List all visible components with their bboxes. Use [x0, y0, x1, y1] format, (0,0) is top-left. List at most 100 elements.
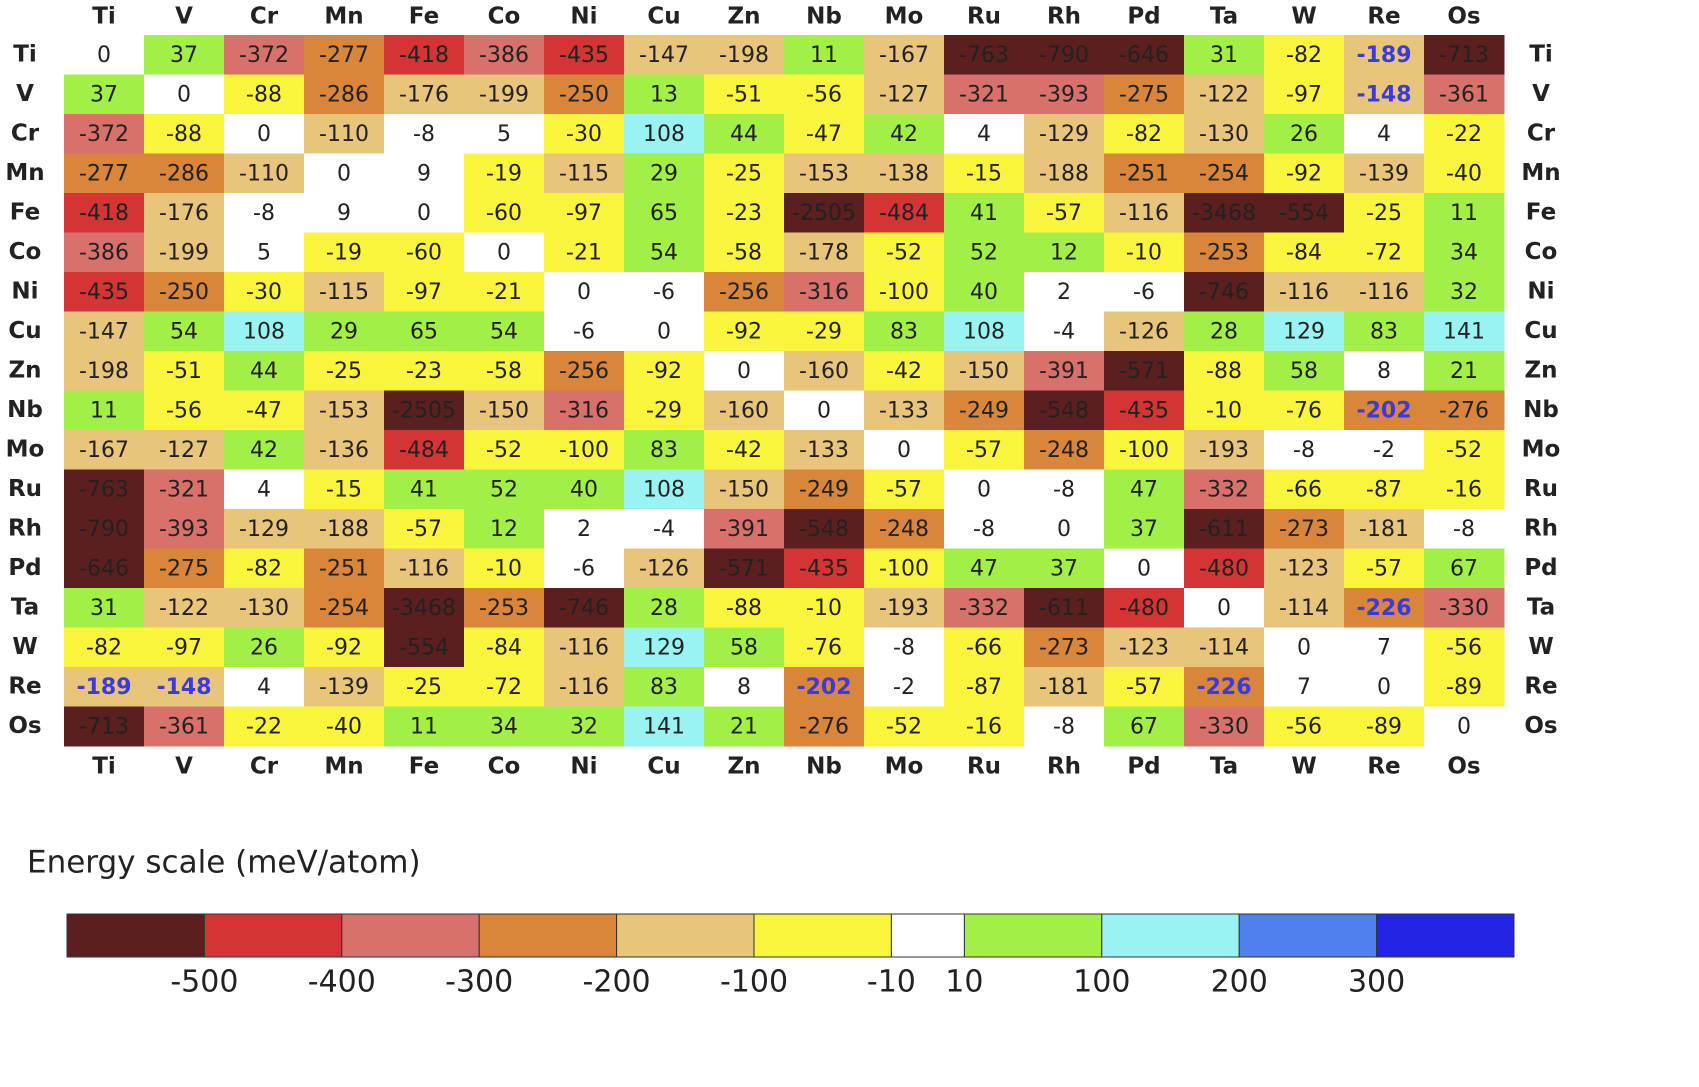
cell-value: 7 — [1297, 675, 1311, 700]
cell-value: -29 — [646, 398, 682, 423]
heatmap-cell — [864, 548, 945, 589]
cell-value: -10 — [486, 556, 522, 581]
cell-value: -114 — [1199, 635, 1249, 660]
cell-value: -167 — [79, 438, 129, 463]
cell-value: 28 — [650, 596, 678, 621]
cell-value: 44 — [730, 122, 758, 147]
heatmap-cell — [1024, 351, 1105, 391]
cell-value: -248 — [1039, 438, 1089, 463]
y-tick-label: Co — [1525, 239, 1558, 265]
heatmap-cell — [1024, 627, 1105, 668]
heatmap-cell — [784, 430, 865, 470]
cell-value: -88 — [166, 122, 202, 147]
heatmap-cell — [224, 706, 305, 747]
cell-value: -332 — [1199, 477, 1249, 502]
heatmap-cell — [544, 193, 625, 233]
cell-value: -52 — [886, 240, 922, 265]
y-tick-label: Os — [8, 713, 41, 739]
heatmap-cell — [64, 627, 145, 668]
heatmap-cell — [64, 469, 145, 510]
heatmap-cell — [1264, 509, 1345, 549]
cell-value: -249 — [959, 398, 1009, 423]
heatmap-cell — [384, 35, 465, 75]
y-tick-label: Mn — [1521, 160, 1560, 186]
cell-value: 9 — [337, 201, 351, 226]
cell-value: 11 — [1450, 201, 1478, 226]
heatmap-cell — [1264, 469, 1345, 510]
heatmap-cell — [1264, 232, 1345, 273]
heatmap-cell — [304, 469, 385, 510]
cell-value: -321 — [959, 82, 1009, 107]
cell-value: 108 — [643, 477, 685, 502]
cell-value: 21 — [730, 714, 758, 739]
cell-value: -139 — [319, 675, 369, 700]
heatmap-cell — [864, 311, 945, 352]
cell-value: 0 — [337, 161, 351, 186]
cell-value: 29 — [650, 161, 678, 186]
cell-value: -393 — [159, 517, 209, 542]
heatmap-cell — [784, 193, 865, 233]
cell-value: 108 — [243, 319, 285, 344]
heatmap-cell — [1184, 627, 1265, 668]
cell-value: 4 — [257, 477, 271, 502]
x-tick-label: Cu — [647, 4, 680, 30]
cell-value: -89 — [1446, 675, 1482, 700]
cell-value: -226 — [1356, 596, 1411, 621]
x-tick-label: Mn — [324, 754, 363, 780]
cell-value: 0 — [257, 122, 271, 147]
heatmap-cell — [1024, 588, 1105, 628]
cell-value: 141 — [643, 714, 685, 739]
cell-value: -51 — [166, 359, 202, 384]
cell-value: -790 — [1039, 43, 1089, 68]
heatmap-cell — [704, 390, 785, 431]
heatmap-cell — [1344, 706, 1425, 747]
cell-value: -133 — [799, 438, 849, 463]
heatmap-cell — [784, 390, 865, 431]
cell-value: -57 — [966, 438, 1002, 463]
heatmap-cell — [464, 35, 545, 75]
heatmap-cell — [704, 430, 785, 470]
heatmap-cell — [784, 509, 865, 549]
heatmap-cell — [464, 548, 545, 589]
heatmap-cell — [1424, 667, 1505, 707]
heatmap-cell — [864, 627, 945, 668]
cell-value: -100 — [1119, 438, 1169, 463]
x-tick-label: Zn — [727, 754, 760, 780]
cell-value: -40 — [326, 714, 362, 739]
cell-value: 108 — [643, 122, 685, 147]
heatmap-cell — [1424, 232, 1505, 273]
cell-value: 4 — [257, 675, 271, 700]
x-tick-label: Ru — [967, 4, 1001, 30]
cell-value: 26 — [1290, 122, 1318, 147]
x-tick-label: Rh — [1047, 4, 1081, 30]
cell-value: -129 — [1039, 122, 1089, 147]
heatmap-cell — [1344, 351, 1425, 391]
heatmap-cell — [384, 114, 465, 154]
cell-value: -84 — [486, 635, 522, 660]
cell-value: -199 — [159, 240, 209, 265]
heatmap-cell — [224, 390, 305, 431]
heatmap-cell — [1184, 74, 1265, 115]
heatmap-cell — [864, 588, 945, 628]
heatmap-cell — [464, 74, 545, 115]
heatmap-cell — [144, 667, 225, 707]
cell-value: -92 — [726, 319, 762, 344]
heatmap-cell — [464, 272, 545, 312]
cell-value: -8 — [973, 517, 995, 542]
heatmap-cell — [224, 430, 305, 470]
heatmap-cell — [1424, 706, 1505, 747]
y-tick-label: V — [1532, 81, 1550, 107]
cell-value: -391 — [1039, 359, 1089, 384]
heatmap-cell — [1344, 74, 1425, 115]
cell-value: 7 — [1377, 635, 1391, 660]
cell-value: -138 — [879, 161, 929, 186]
cell-value: 40 — [970, 280, 998, 305]
cell-value: 58 — [730, 635, 758, 660]
cell-value: -42 — [726, 438, 762, 463]
cell-value: 0 — [817, 398, 831, 423]
cell-value: 4 — [977, 122, 991, 147]
colorbar-segment — [616, 913, 755, 958]
cell-value: 0 — [577, 280, 591, 305]
heatmap-cell — [864, 193, 945, 233]
heatmap-cell — [944, 193, 1025, 233]
